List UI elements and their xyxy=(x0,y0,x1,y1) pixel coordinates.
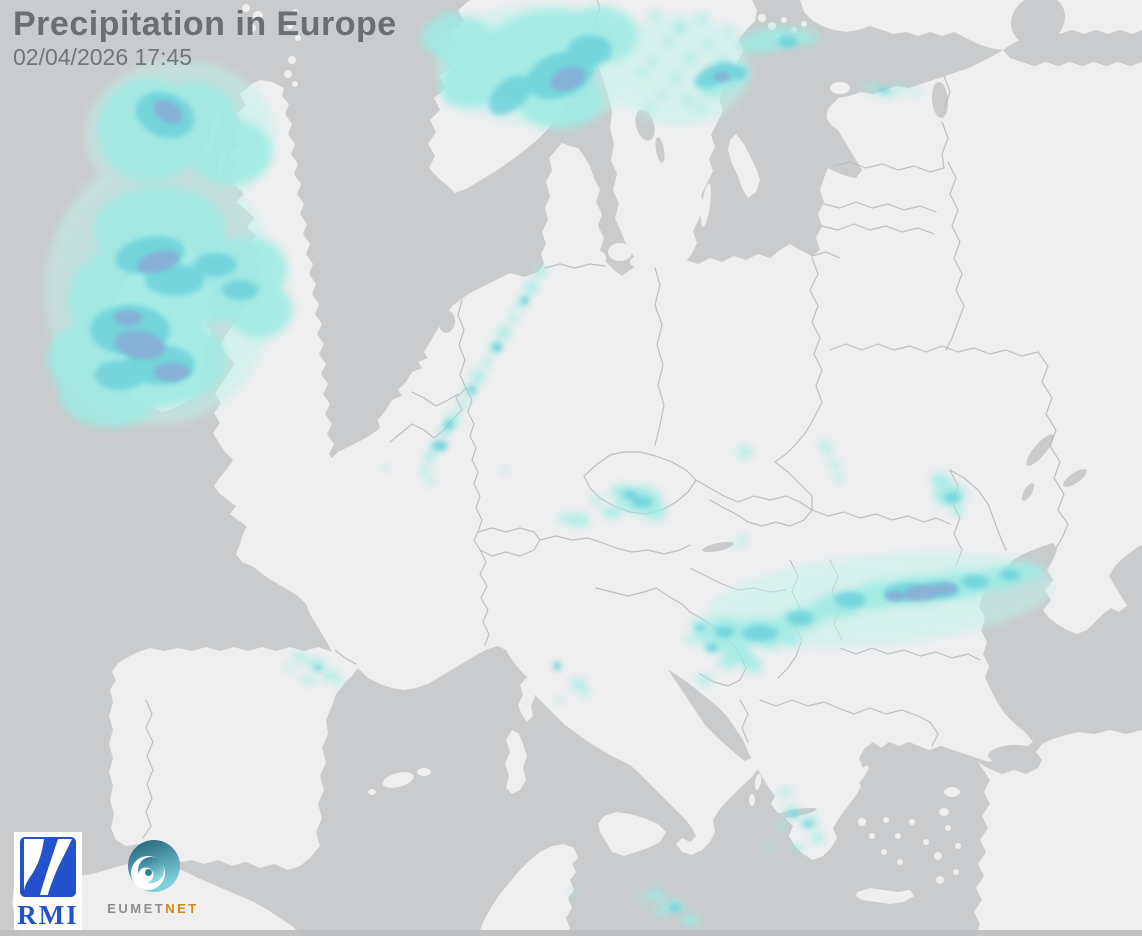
map-timestamp: 02/04/2026 17:45 xyxy=(13,44,193,71)
eumetnet-wordmark-gray: EUMET xyxy=(107,901,166,916)
eumetnet-wordmark: EUMETNET xyxy=(98,901,208,916)
eumetnet-logo: EUMETNET xyxy=(98,838,208,926)
rmi-logo: RMI xyxy=(14,832,82,930)
page-title: Precipitation in Europe xyxy=(13,5,397,43)
borders-layer xyxy=(142,0,1069,839)
lakes xyxy=(438,0,1087,819)
bottom-edge-strip xyxy=(0,930,1142,936)
eumetnet-wordmark-orange: NET xyxy=(165,901,199,916)
land-morocco xyxy=(12,854,302,936)
map-header: Precipitation in Europe 02/04/2026 17:45 xyxy=(13,5,397,71)
precipitation-layer xyxy=(45,5,1055,926)
land-turkey xyxy=(974,730,1142,936)
rmi-logo-icon: RMI xyxy=(14,832,82,930)
land-tunisia xyxy=(478,844,578,936)
eumetnet-logo-icon xyxy=(128,840,180,892)
land-mainland xyxy=(109,50,1142,870)
svg-text:RMI: RMI xyxy=(17,900,79,930)
